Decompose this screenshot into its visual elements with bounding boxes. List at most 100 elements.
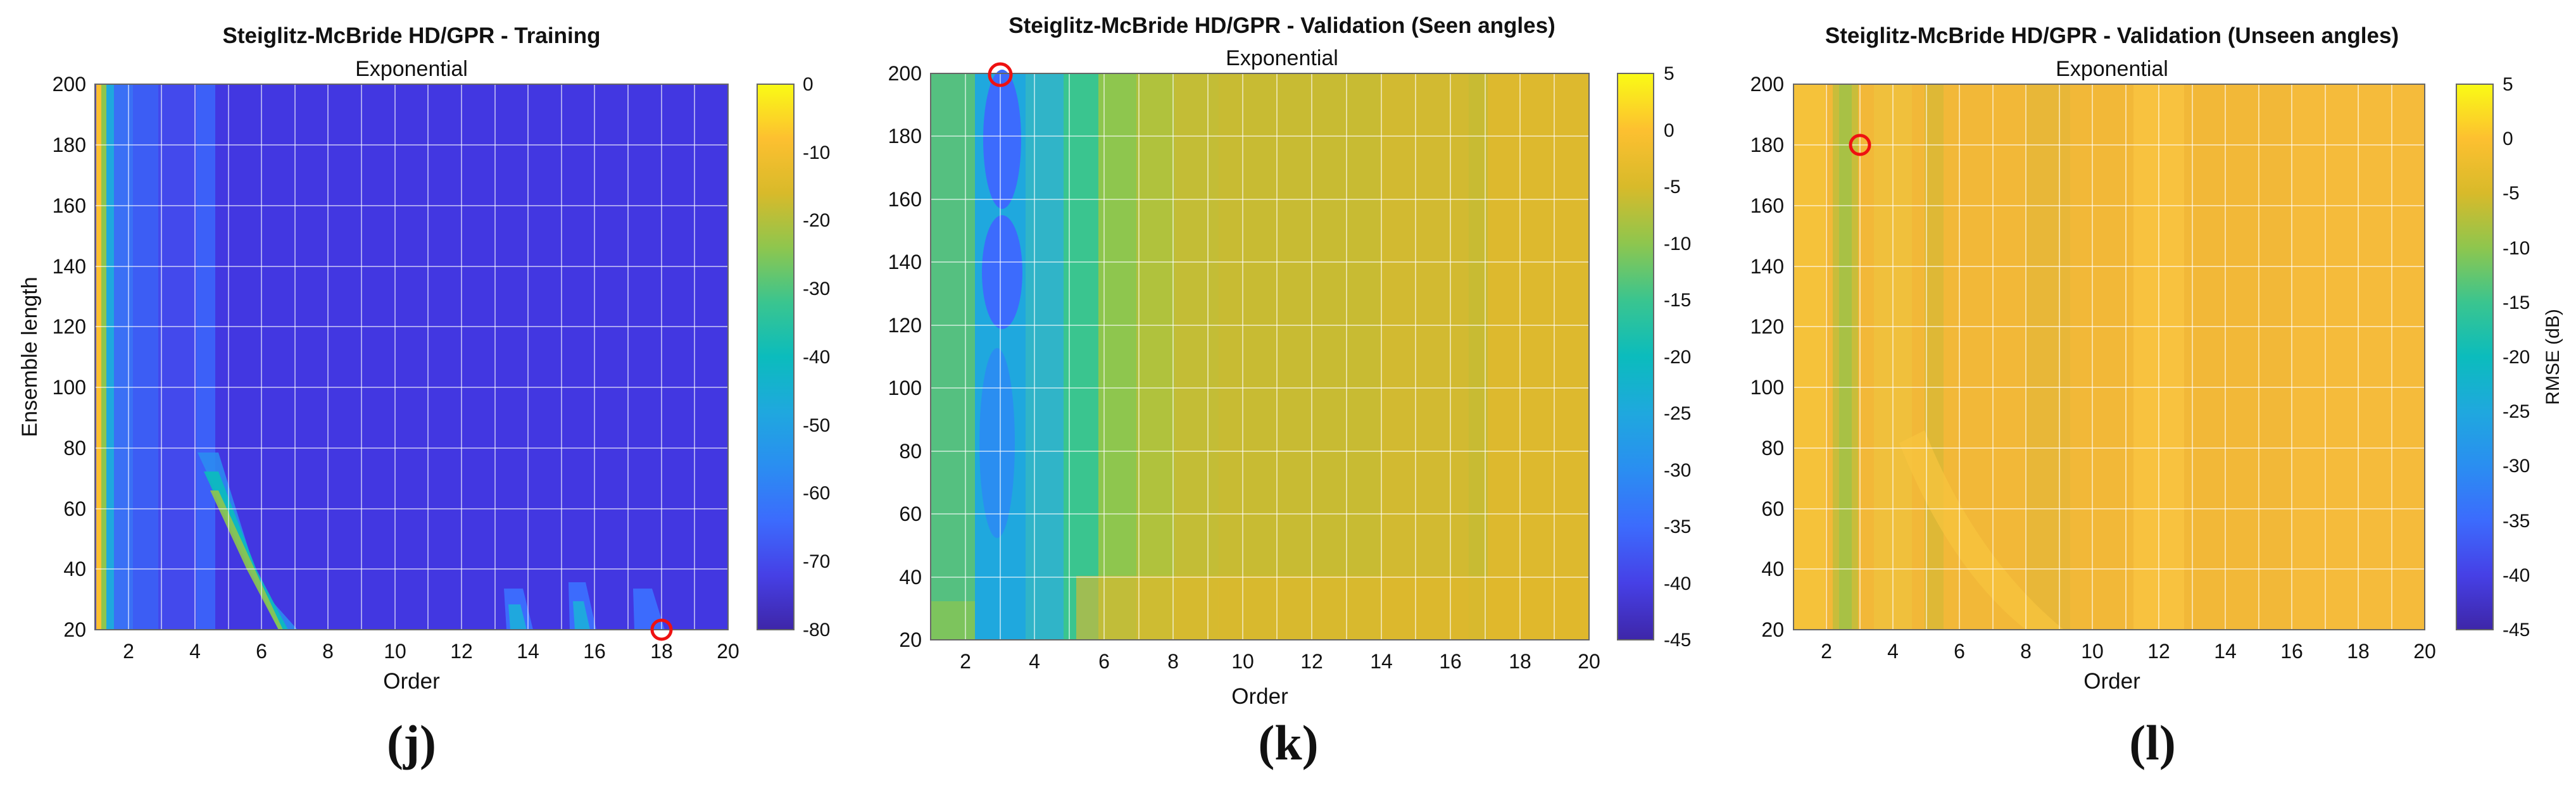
x-tick-label: 18 <box>650 640 673 663</box>
x-tick-label: 16 <box>2280 640 2303 663</box>
x-tick-label: 16 <box>583 640 606 663</box>
x-tick-label: 20 <box>717 640 739 663</box>
y-axis: 20 40 60 80 100 120 140 160 180 200 <box>1750 73 1784 641</box>
x-tick-label: 8 <box>322 640 334 663</box>
y-tick-label: 40 <box>63 558 86 580</box>
x-tick-label: 18 <box>2347 640 2370 663</box>
x-tick-label: 8 <box>2020 640 2032 663</box>
x-tick-label: 2 <box>960 650 971 673</box>
chart-subtitle: Exponential <box>355 57 468 81</box>
colorbar-tick-label: -35 <box>2503 511 2530 532</box>
y-tick-label: 180 <box>1750 134 1784 156</box>
x-tick-label: 20 <box>2413 640 2436 663</box>
colorbar-tick-label: -5 <box>2503 183 2520 204</box>
colorbar-tick-label: -80 <box>803 620 830 640</box>
colorbar-tick-label: -70 <box>803 551 830 572</box>
panel-caption: (j) <box>387 715 436 770</box>
colorbar-tick-label: -40 <box>2503 565 2530 586</box>
colorbar-tick-label: -30 <box>2503 456 2530 477</box>
y-axis: 20 40 60 80 100 120 140 160 180 200 <box>888 62 922 651</box>
y-tick-label: 200 <box>888 62 922 85</box>
y-tick-label: 20 <box>1761 618 1784 641</box>
y-tick-label: 100 <box>53 376 86 399</box>
x-tick-label: 14 <box>1370 650 1393 673</box>
colorbar-tick-label: -15 <box>1664 290 1691 311</box>
x-tick-label: 20 <box>1578 650 1600 673</box>
chart-title: Steiglitz-McBride HD/GPR - Training <box>223 23 601 48</box>
colorbar-tick-label: -30 <box>1664 460 1691 481</box>
colorbar: 5 0 -5 -10 -15 -20 -25 -30 -35 -40 -45 <box>1617 63 1691 651</box>
colorbar-tick-label: -25 <box>2503 401 2530 422</box>
y-tick-label: 100 <box>1750 376 1784 399</box>
x-tick-label: 14 <box>517 640 539 663</box>
x-tick-label: 2 <box>1821 640 1832 663</box>
colorbar-tick-label: -50 <box>803 415 830 436</box>
x-tick-label: 10 <box>2081 640 2104 663</box>
x-axis: 2 4 6 8 10 12 14 16 18 20 <box>960 650 1600 673</box>
colorbar-tick-label: -10 <box>803 142 830 163</box>
x-tick-label: 10 <box>384 640 406 663</box>
colorbar-tick-label: -35 <box>1664 516 1691 537</box>
x-tick-label: 18 <box>1509 650 1531 673</box>
optimum-marker <box>650 618 673 641</box>
colorbar-tick-label: -10 <box>1664 234 1691 254</box>
colorbar-tick-label: -20 <box>803 210 830 231</box>
y-tick-label: 120 <box>1750 315 1784 338</box>
colorbar-tick-label: -20 <box>2503 347 2530 368</box>
y-tick-label: 180 <box>53 134 86 156</box>
x-tick-label: 12 <box>450 640 473 663</box>
colorbar-tick-label: -45 <box>1664 630 1691 651</box>
y-tick-label: 200 <box>1750 73 1784 96</box>
colorbar-tick-label: 5 <box>2503 74 2513 95</box>
x-tick-label: 10 <box>1231 650 1254 673</box>
colorbar-tick-label: -15 <box>2503 292 2530 313</box>
colorbar-tick-label: -25 <box>1664 403 1691 424</box>
panel-validation-seen: Steiglitz-McBride HD/GPR - Validation (S… <box>888 13 1692 770</box>
y-tick-label: 60 <box>63 497 86 520</box>
y-tick-label: 80 <box>63 437 86 459</box>
colorbar-tick-label: -45 <box>2503 620 2530 640</box>
colorbar: 5 0 -5 -10 -15 -20 -25 -30 -35 -40 -45 R… <box>2456 74 2563 640</box>
x-tick-label: 2 <box>123 640 134 663</box>
x-tick-label: 6 <box>1954 640 1965 663</box>
x-tick-label: 14 <box>2214 640 2237 663</box>
x-tick-label: 4 <box>1887 640 1899 663</box>
colorbar-label: RMSE (dB) <box>2542 309 2563 405</box>
colorbar-tick-label: 0 <box>1664 120 1674 141</box>
y-axis-label: Ensemble length <box>18 277 42 437</box>
x-tick-label: 6 <box>1098 650 1110 673</box>
panel-caption: (l) <box>2129 715 2176 770</box>
x-tick-label: 4 <box>189 640 201 663</box>
panel-validation-unseen: Steiglitz-McBride HD/GPR - Validation (U… <box>1750 23 2563 770</box>
y-tick-label: 140 <box>53 255 86 278</box>
y-tick-label: 160 <box>53 194 86 217</box>
x-axis: 2 4 6 8 10 12 14 16 18 20 <box>1821 640 2436 663</box>
x-axis-label: Order <box>383 669 440 694</box>
colorbar-tick-label: -40 <box>1664 573 1691 594</box>
heatmap-plot-area <box>1793 84 2425 630</box>
colorbar-tick-label: -10 <box>2503 238 2530 259</box>
y-tick-label: 140 <box>1750 255 1784 278</box>
y-tick-label: 40 <box>1761 558 1784 580</box>
x-axis-label: Order <box>2083 669 2140 694</box>
colorbar: 0 -10 -20 -30 -40 -50 -60 -70 -80 <box>757 74 830 640</box>
x-tick-label: 8 <box>1167 650 1179 673</box>
heatmap-plot-area <box>94 84 729 630</box>
chart-title: Steiglitz-McBride HD/GPR - Validation (S… <box>1008 13 1555 38</box>
x-tick-label: 12 <box>1300 650 1323 673</box>
colorbar-tick-label: -5 <box>1664 177 1681 197</box>
panel-caption: (k) <box>1258 715 1318 770</box>
x-axis-label: Order <box>1231 684 1288 709</box>
colorbar-tick-label: 0 <box>803 74 814 95</box>
y-tick-label: 60 <box>899 503 922 525</box>
y-tick-label: 160 <box>888 188 922 211</box>
colorbar-tick-label: -40 <box>803 347 830 368</box>
optimum-marker <box>1849 134 1871 156</box>
colorbar-tick-label: -30 <box>803 278 830 299</box>
y-tick-label: 20 <box>899 628 922 651</box>
x-tick-label: 6 <box>256 640 267 663</box>
y-tick-label: 80 <box>1761 437 1784 459</box>
y-tick-label: 180 <box>888 125 922 147</box>
x-tick-label: 4 <box>1029 650 1040 673</box>
